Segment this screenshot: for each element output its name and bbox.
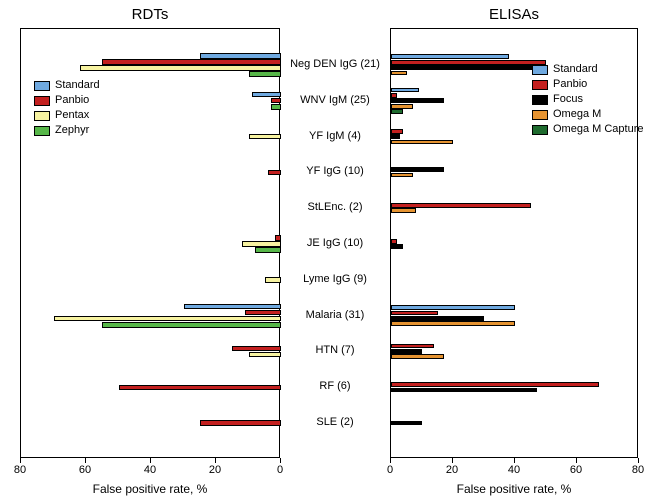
right-bar (391, 104, 413, 109)
right-bar (391, 54, 509, 59)
left-bar (271, 104, 281, 110)
x-tick-mark (452, 458, 453, 463)
right-bar (391, 88, 419, 93)
right-bar (391, 71, 407, 76)
right-bar (391, 60, 546, 65)
right-bar (391, 316, 484, 321)
category-label: SLE (2) (316, 416, 353, 428)
x-tick-mark (280, 458, 281, 463)
right-bar (391, 65, 537, 70)
right-bar (391, 98, 444, 103)
category-label: RF (6) (319, 380, 350, 392)
left-bar (80, 65, 282, 71)
x-tick-mark (576, 458, 577, 463)
right-bar (391, 311, 438, 316)
left-bar (275, 235, 282, 241)
right-bar (391, 349, 422, 354)
right-bar (391, 173, 413, 178)
category-label: JE IgG (10) (307, 237, 363, 249)
right-bar (391, 344, 434, 349)
right-bar (391, 167, 444, 172)
x-tick-label: 0 (387, 464, 393, 476)
category-label: Lyme IgG (9) (303, 273, 367, 285)
category-label: StLEnc. (2) (307, 201, 362, 213)
right-panel (390, 28, 638, 458)
x-tick-label: 40 (508, 464, 520, 476)
x-tick-mark (215, 458, 216, 463)
x-tick-label: 60 (570, 464, 582, 476)
right-bar (391, 388, 537, 393)
left-bar (242, 241, 281, 247)
left-bar (265, 277, 281, 283)
left-bar (252, 92, 281, 98)
left-bar (268, 170, 281, 176)
left-bar (102, 59, 281, 65)
left-bar (54, 316, 282, 322)
right-x-axis-label: False positive rate, % (390, 482, 638, 496)
right-bar (391, 109, 403, 114)
right-bar (391, 203, 531, 208)
left-bar (232, 346, 281, 352)
x-tick-label: 40 (144, 464, 156, 476)
left-bar (200, 53, 281, 59)
x-tick-mark (514, 458, 515, 463)
x-tick-label: 20 (209, 464, 221, 476)
right-bar (391, 140, 453, 145)
left-bar (249, 352, 282, 358)
category-label: Malaria (31) (306, 309, 365, 321)
right-bar (391, 244, 403, 249)
right-bar (391, 305, 515, 310)
left-panel (20, 28, 280, 458)
category-label: WNV IgM (25) (300, 94, 370, 106)
right-bar (391, 208, 416, 213)
right-bar (391, 421, 422, 426)
left-bar (245, 310, 281, 316)
x-tick-label: 60 (79, 464, 91, 476)
category-label: Neg DEN IgG (21) (290, 58, 380, 70)
left-x-axis-label: False positive rate, % (20, 482, 280, 496)
right-bar (391, 382, 599, 387)
left-bar (255, 247, 281, 253)
left-panel-title: RDTs (20, 6, 280, 23)
left-bar (184, 304, 282, 310)
right-panel-title: ELISAs (390, 6, 638, 23)
x-tick-label: 0 (277, 464, 283, 476)
x-tick-mark (390, 458, 391, 463)
left-bar (249, 134, 282, 140)
right-bar (391, 93, 397, 98)
x-tick-mark (150, 458, 151, 463)
x-tick-label: 80 (14, 464, 26, 476)
figure: RDTs ELISAs Neg DEN IgG (21) WNV IgM (25)… (0, 0, 660, 504)
x-tick-label: 20 (446, 464, 458, 476)
right-bar (391, 134, 400, 139)
right-bar (391, 354, 444, 359)
right-bar (391, 321, 515, 326)
right-bar (391, 129, 403, 134)
left-bar (271, 98, 281, 104)
x-tick-mark (85, 458, 86, 463)
category-label: YF IgG (10) (306, 165, 363, 177)
x-tick-mark (20, 458, 21, 463)
left-bar (249, 71, 282, 77)
left-bar (119, 385, 282, 391)
left-bar (102, 322, 281, 328)
x-tick-label: 80 (632, 464, 644, 476)
right-bar (391, 239, 397, 244)
x-tick-mark (638, 458, 639, 463)
category-label: YF IgM (4) (309, 130, 361, 142)
left-bar (200, 420, 281, 426)
category-label: HTN (7) (315, 344, 354, 356)
